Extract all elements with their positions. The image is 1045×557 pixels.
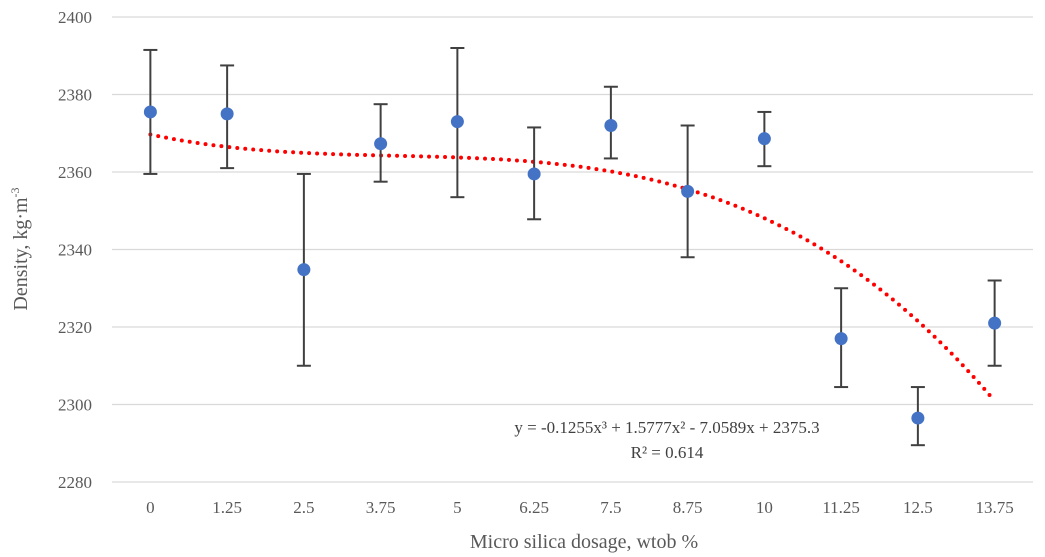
- error-bars: [143, 47, 1002, 447]
- data-point-5: [450, 115, 464, 129]
- r-squared-label: R² = 0.614: [631, 443, 704, 462]
- x-tick-label-12.5: 12.5: [903, 498, 933, 517]
- x-tick-label-3.75: 3.75: [366, 498, 396, 517]
- x-tick-label-1.25: 1.25: [212, 498, 242, 517]
- gridlines: [112, 16, 1033, 483]
- y-axis-title: Density, kg·m-3: [8, 187, 32, 310]
- y-tick-labels: 2280 2300 2320 2340 2360 2380 2400: [58, 8, 92, 492]
- y-tick-label-2340: 2340: [58, 241, 92, 260]
- y-tick-label-2400: 2400: [58, 8, 92, 27]
- y-tick-label-2280: 2280: [58, 473, 92, 492]
- x-tick-label-11.25: 11.25: [822, 498, 860, 517]
- x-tick-labels: 0 1.25 2.5 3.75 5 6.25 7.5 8.75 10 11.25 12.5 13.75: [146, 498, 1014, 517]
- data-point-0: [143, 105, 157, 119]
- x-tick-label-8.75: 8.75: [673, 498, 703, 517]
- data-point-13.75: [988, 316, 1002, 330]
- y-tick-label-2320: 2320: [58, 318, 92, 337]
- trendline: [148, 132, 997, 403]
- data-point-1.25: [220, 107, 234, 121]
- trendline-curve: [148, 132, 997, 403]
- data-point-8.75: [681, 184, 695, 198]
- x-tick-label-13.75: 13.75: [976, 498, 1014, 517]
- x-axis-title: Micro silica dosage, wtob %: [470, 531, 698, 553]
- data-point-12.5: [911, 411, 925, 425]
- y-tick-label-2380: 2380: [58, 86, 92, 105]
- x-tick-label-0: 0: [146, 498, 155, 517]
- data-point-10: [757, 132, 771, 146]
- x-tick-label-6.25: 6.25: [519, 498, 549, 517]
- trendline-equation: y = -0.1255x³ + 1.5777x² - 7.0589x + 237…: [514, 418, 819, 437]
- data-point-7.5: [604, 119, 618, 132]
- data-point-3.75: [374, 137, 388, 151]
- data-point-6.25: [527, 167, 541, 181]
- y-tick-label-2300: 2300: [58, 396, 92, 415]
- x-tick-label-2.5: 2.5: [293, 498, 314, 517]
- y-axis-title-base: Density, kg·m: [10, 197, 32, 311]
- data-points: [143, 105, 1002, 425]
- data-point-11.25: [834, 332, 848, 346]
- y-tick-label-2360: 2360: [58, 163, 92, 182]
- y-axis-title-superscript: -3: [8, 187, 22, 197]
- x-tick-label-5: 5: [453, 498, 462, 517]
- x-tick-label-7.5: 7.5: [600, 498, 621, 517]
- x-tick-label-10: 10: [756, 498, 773, 517]
- data-point-2.5: [297, 263, 311, 277]
